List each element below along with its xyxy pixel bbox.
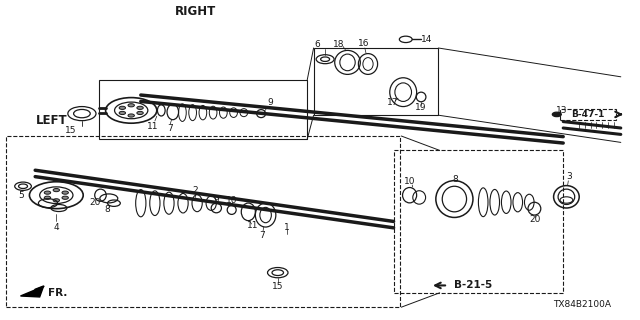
- Circle shape: [128, 104, 134, 107]
- Text: TX84B2100A: TX84B2100A: [553, 300, 611, 309]
- Text: 1: 1: [284, 223, 289, 232]
- Text: FR.: FR.: [48, 288, 67, 299]
- Bar: [394, 150, 563, 293]
- Text: 19: 19: [415, 103, 427, 112]
- Text: B-21-5: B-21-5: [454, 280, 493, 291]
- Text: 14: 14: [420, 35, 432, 44]
- Text: 8: 8: [105, 205, 110, 214]
- Text: 20: 20: [529, 215, 541, 224]
- Text: 8: 8: [453, 175, 458, 184]
- Circle shape: [552, 112, 561, 117]
- Circle shape: [128, 114, 134, 117]
- Polygon shape: [20, 286, 44, 297]
- Circle shape: [62, 196, 68, 199]
- Text: 9: 9: [268, 98, 273, 107]
- Circle shape: [137, 106, 143, 109]
- Text: 20: 20: [89, 198, 100, 207]
- Circle shape: [119, 106, 125, 109]
- Text: 13: 13: [556, 106, 568, 115]
- Bar: [99, 80, 307, 139]
- Text: 7: 7: [260, 231, 265, 240]
- Text: 7: 7: [167, 124, 172, 133]
- Text: 10: 10: [226, 196, 237, 205]
- Bar: [6, 136, 400, 307]
- Text: 15: 15: [272, 282, 284, 291]
- Text: 18: 18: [333, 40, 345, 49]
- Text: 5: 5: [19, 191, 24, 200]
- Text: 17: 17: [387, 98, 399, 107]
- Circle shape: [137, 111, 143, 115]
- Text: 11: 11: [147, 122, 158, 131]
- Text: 6: 6: [315, 40, 320, 49]
- Circle shape: [44, 191, 51, 194]
- Text: 11: 11: [247, 221, 259, 230]
- Text: 16: 16: [358, 39, 369, 48]
- Circle shape: [44, 196, 51, 199]
- Circle shape: [53, 199, 60, 202]
- Text: 10: 10: [404, 177, 415, 186]
- Text: 2: 2: [193, 186, 198, 195]
- Text: RIGHT: RIGHT: [175, 5, 216, 18]
- Text: B-47-1: B-47-1: [572, 110, 605, 119]
- Text: 9: 9: [214, 195, 219, 204]
- Text: 4: 4: [54, 223, 59, 232]
- Text: LEFT: LEFT: [35, 114, 67, 126]
- Text: 15: 15: [65, 126, 76, 135]
- Bar: [314, 48, 438, 115]
- Circle shape: [62, 191, 68, 194]
- Circle shape: [53, 188, 60, 192]
- Text: 3: 3: [567, 172, 572, 180]
- Circle shape: [119, 111, 125, 115]
- Bar: [560, 109, 616, 120]
